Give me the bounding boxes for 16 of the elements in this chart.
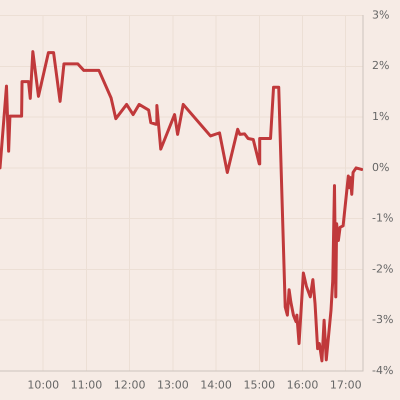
x-tick-label: 13:00 [157,378,189,392]
x-tick-label: 14:00 [200,378,232,392]
y-tick-label: -1% [372,212,394,225]
x-tick-label: 11:00 [70,378,102,392]
x-tick-label: 17:00 [330,378,362,392]
y-tick-label: -4% [372,364,394,377]
y-tick-label: -2% [372,262,394,276]
y-tick-label: 3% [372,8,390,22]
y-tick-label: -3% [372,313,394,326]
y-tick-label: 0% [372,160,390,174]
x-tick-label: 12:00 [114,378,146,392]
x-tick-label: 15:00 [243,378,276,392]
y-tick-label: 1% [372,110,390,123]
y-tick-label: 2% [372,59,390,72]
x-tick-label: 16:00 [286,378,318,392]
x-tick-label: 10:00 [27,378,60,392]
